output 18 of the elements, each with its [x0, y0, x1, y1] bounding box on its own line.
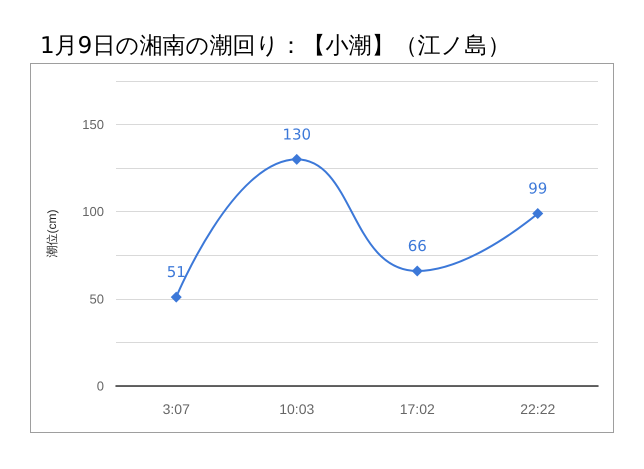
data-label: 66 [408, 236, 427, 255]
data-label: 130 [282, 125, 312, 144]
y-tick-label: 150 [82, 117, 104, 132]
data-label: 51 [166, 263, 186, 282]
point [291, 154, 302, 165]
x-tick-label: 3:07 [162, 401, 190, 417]
y-tick-label: 0 [96, 378, 104, 394]
y-axis-title: 潮位(cm) [45, 210, 59, 258]
x-tick-label: 17:02 [400, 401, 435, 417]
chart-title: 1月9日の湘南の潮回り：【小潮】（江ノ島） [40, 32, 510, 61]
x-tick-label: 22:22 [520, 401, 556, 417]
point [532, 208, 544, 219]
y-tick-label: 50 [90, 291, 104, 306]
x-tick-label: 10:03 [279, 401, 314, 417]
point [170, 292, 182, 303]
y-tick-label: 100 [82, 204, 104, 220]
data-label: 99 [528, 179, 548, 198]
point [412, 265, 423, 276]
